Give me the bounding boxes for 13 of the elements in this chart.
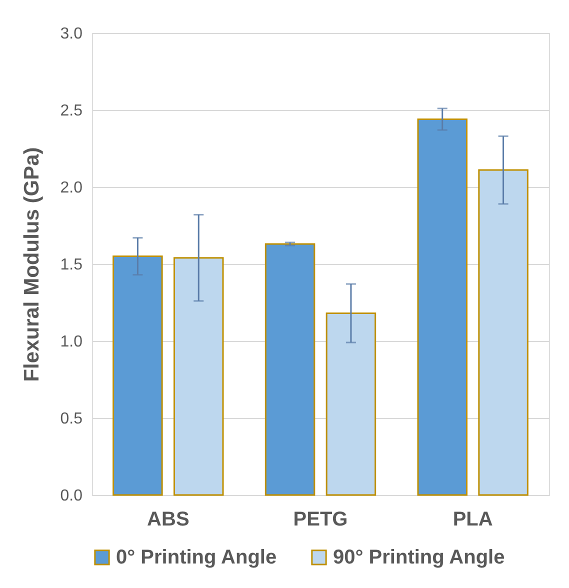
y-axis-title: Flexural Modulus (GPa) <box>20 147 44 382</box>
y-tick-label: 2.0 <box>60 180 83 196</box>
y-tick-label: 0.0 <box>60 488 83 504</box>
y-tick-label: 1.0 <box>60 334 83 350</box>
y-tick-label: 2.5 <box>60 102 83 120</box>
x-tick-label: PLA <box>452 508 493 530</box>
x-tick-label: ABS <box>147 508 190 530</box>
y-tick-label: 3.0 <box>60 26 83 42</box>
y-tick-label: 1.5 <box>60 256 83 274</box>
legend-label: 0° Printing Angle <box>116 546 277 568</box>
legend-label: 90° Printing Angle <box>333 546 505 568</box>
x-tick-label: PETG <box>293 508 348 530</box>
y-tick-label: 0.5 <box>60 410 83 428</box>
